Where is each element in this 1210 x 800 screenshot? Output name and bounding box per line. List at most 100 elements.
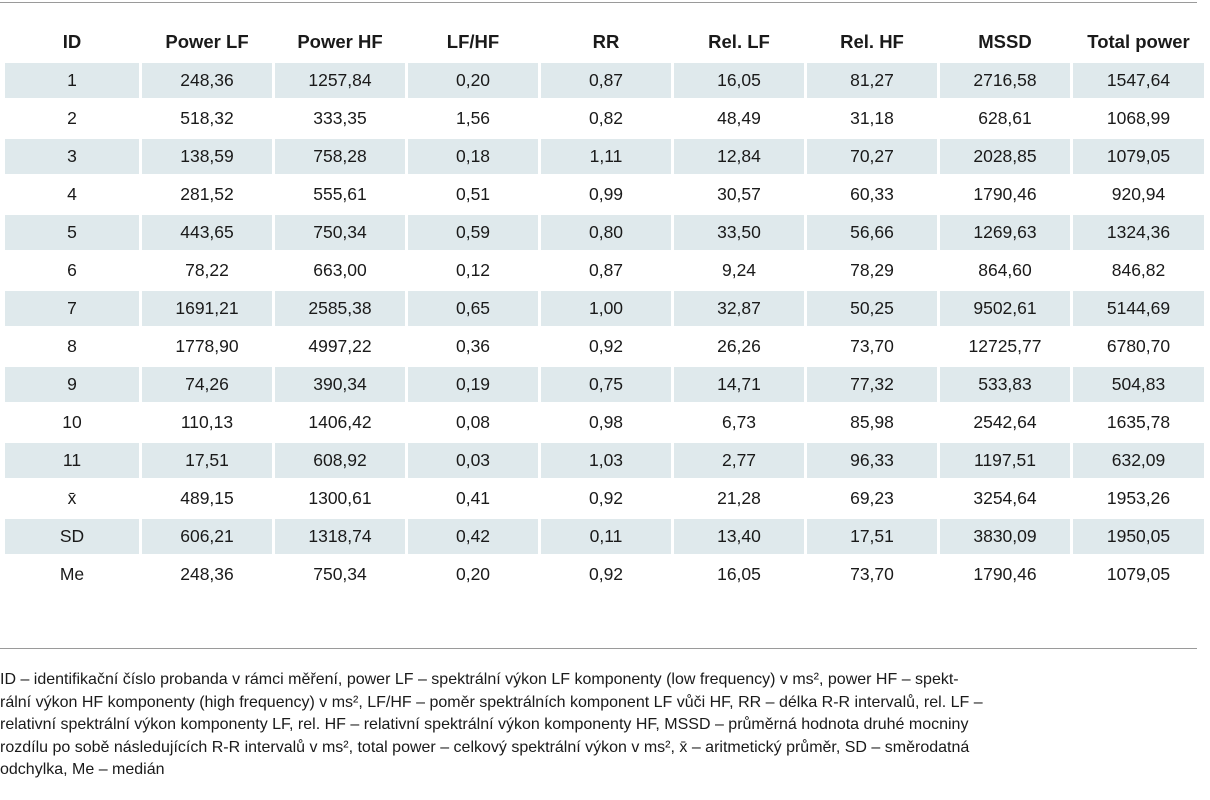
cell-rel-hf: 17,51 — [807, 519, 937, 554]
table-row: 6 78,22 663,00 0,12 0,87 9,24 78,29 864,60 846,8… — [5, 253, 1204, 288]
cell-power-hf: 750,34 — [313, 564, 367, 584]
cell-power-lf: 110,13 — [180, 412, 234, 432]
cell-power-hf: 1300,61 — [308, 488, 372, 508]
cell-lf-hf: 0,08 — [455, 412, 491, 432]
cell-power-hf: 750,34 — [275, 215, 405, 250]
table-row: 5 443,65 750,34 0,59 0,80 33,50 56,66 1269,63 13… — [5, 215, 1204, 250]
cell-rr: 0,87 — [588, 260, 624, 280]
cell-rel-lf: 9,24 — [721, 260, 757, 280]
cell-id: 2 — [67, 108, 77, 128]
cell-power-hf: 758,28 — [275, 139, 405, 174]
cell-mssd: 2542,64 — [973, 412, 1037, 432]
cell-power-hf: 555,61 — [313, 184, 367, 204]
cell-rel-lf: 21,28 — [717, 488, 761, 508]
cell-lf-hf: 0,12 — [455, 260, 491, 280]
hrv-table-container: ID Power LF Power HF LF/HF RR Rel. LF Re… — [2, 21, 1204, 595]
cell-id: 11 — [5, 443, 139, 478]
cell-rel-lf: 32,87 — [674, 291, 804, 326]
footnote-rule — [0, 648, 1197, 649]
cell-total-power: 5144,69 — [1073, 291, 1204, 326]
cell-lf-hf: 0,59 — [408, 215, 538, 250]
cell-rr: 0,92 — [588, 488, 624, 508]
cell-total-power: 1950,05 — [1073, 519, 1204, 554]
table-row: 9 74,26 390,34 0,19 0,75 14,71 77,32 533,83 504,… — [5, 367, 1204, 402]
table-header-row: ID Power LF Power HF LF/HF RR Rel. LF Re… — [5, 24, 1204, 60]
cell-power-hf: 1257,84 — [275, 63, 405, 98]
cell-rel-lf: 26,26 — [717, 336, 761, 356]
cell-rel-lf: 2,77 — [674, 443, 804, 478]
table-row: 10 110,13 1406,42 0,08 0,98 6,73 85,98 2542,64 1… — [5, 405, 1204, 440]
cell-mssd: 533,83 — [940, 367, 1070, 402]
header-rel-lf: Rel. LF — [708, 31, 770, 52]
cell-power-hf: 608,92 — [275, 443, 405, 478]
cell-power-lf: 518,32 — [180, 108, 234, 128]
cell-rel-lf: 33,50 — [674, 215, 804, 250]
footnote-line: relativní spektrální výkon komponenty LF… — [0, 716, 969, 733]
cell-rel-hf: 69,23 — [850, 488, 894, 508]
table-row: 11 17,51 608,92 0,03 1,03 2,77 96,33 1197,51 632… — [5, 443, 1204, 478]
cell-rel-hf: 85,98 — [850, 412, 894, 432]
cell-id: 4 — [67, 184, 77, 204]
cell-power-hf: 390,34 — [275, 367, 405, 402]
cell-power-lf: 606,21 — [142, 519, 272, 554]
cell-id: Me — [59, 564, 85, 584]
cell-power-lf: 443,65 — [142, 215, 272, 250]
cell-total-power: 846,82 — [1111, 260, 1166, 280]
cell-power-lf: 1691,21 — [142, 291, 272, 326]
cell-id: 6 — [67, 260, 77, 280]
cell-rel-lf: 6,73 — [721, 412, 757, 432]
cell-mssd: 628,61 — [978, 108, 1032, 128]
cell-id: 1 — [5, 63, 139, 98]
cell-total-power: 1068,99 — [1106, 108, 1171, 128]
cell-rr: 0,98 — [588, 412, 624, 432]
cell-rr: 0,99 — [588, 184, 624, 204]
table-footnote: ID – identifikační číslo probanda v rámc… — [0, 669, 1205, 782]
footnote-line: ID – identifikační číslo probanda v rámc… — [0, 671, 959, 688]
cell-id: x̄ — [67, 488, 77, 508]
table-row: x̄ 489,15 1300,61 0,41 0,92 21,28 69,23 3254,64… — [5, 481, 1204, 516]
cell-mssd: 3830,09 — [940, 519, 1070, 554]
cell-rr: 1,11 — [541, 139, 671, 174]
table-row: Me 248,36 750,34 0,20 0,92 16,05 73,70 1790,46 1… — [5, 557, 1204, 592]
header-lf-hf: LF/HF — [446, 31, 500, 52]
cell-power-hf: 1318,74 — [275, 519, 405, 554]
cell-rr: 0,82 — [588, 108, 624, 128]
table-row: 1 248,36 1257,84 0,20 0,87 16,05 81,27 2716,58 1… — [5, 63, 1204, 98]
cell-power-lf: 78,22 — [185, 260, 229, 280]
cell-rel-hf: 31,18 — [850, 108, 894, 128]
cell-rel-lf: 16,05 — [717, 564, 761, 584]
cell-power-lf: 17,51 — [142, 443, 272, 478]
cell-rel-hf: 77,32 — [807, 367, 937, 402]
cell-mssd: 12725,77 — [968, 336, 1042, 356]
cell-lf-hf: 0,03 — [408, 443, 538, 478]
cell-lf-hf: 0,65 — [408, 291, 538, 326]
cell-rel-lf: 30,57 — [717, 184, 761, 204]
cell-mssd: 9502,61 — [940, 291, 1070, 326]
cell-lf-hf: 0,19 — [408, 367, 538, 402]
cell-rr: 0,11 — [541, 519, 671, 554]
table-row: SD 606,21 1318,74 0,42 0,11 13,40 17,51 3830,09… — [5, 519, 1204, 554]
footnote-line: rozdílu po sobě následujících R-R interv… — [0, 738, 970, 756]
table-row: 2 518,32 333,35 1,56 0,82 48,49 31,18 628,61 106… — [5, 101, 1204, 136]
cell-rel-hf: 73,70 — [850, 564, 894, 584]
cell-power-hf: 2585,38 — [275, 291, 405, 326]
cell-rr: 1,00 — [541, 291, 671, 326]
cell-total-power: 1635,78 — [1106, 412, 1171, 432]
cell-rel-hf: 50,25 — [807, 291, 937, 326]
cell-mssd: 3254,64 — [973, 488, 1037, 508]
cell-rel-hf: 70,27 — [807, 139, 937, 174]
header-id: ID — [62, 31, 82, 52]
cell-power-lf: 281,52 — [180, 184, 234, 204]
cell-rel-hf: 60,33 — [850, 184, 894, 204]
cell-total-power: 504,83 — [1073, 367, 1204, 402]
table-row: 4 281,52 555,61 0,51 0,99 30,57 60,33 1790,46 92… — [5, 177, 1204, 212]
cell-rel-hf: 81,27 — [807, 63, 937, 98]
cell-lf-hf: 1,56 — [455, 108, 491, 128]
cell-rel-hf: 73,70 — [850, 336, 894, 356]
cell-id: 10 — [62, 412, 82, 432]
cell-lf-hf: 0,36 — [455, 336, 491, 356]
cell-mssd: 1790,46 — [973, 184, 1037, 204]
cell-power-lf: 1778,90 — [175, 336, 239, 356]
header-total-power: Total power — [1087, 31, 1190, 52]
cell-rr: 1,03 — [541, 443, 671, 478]
